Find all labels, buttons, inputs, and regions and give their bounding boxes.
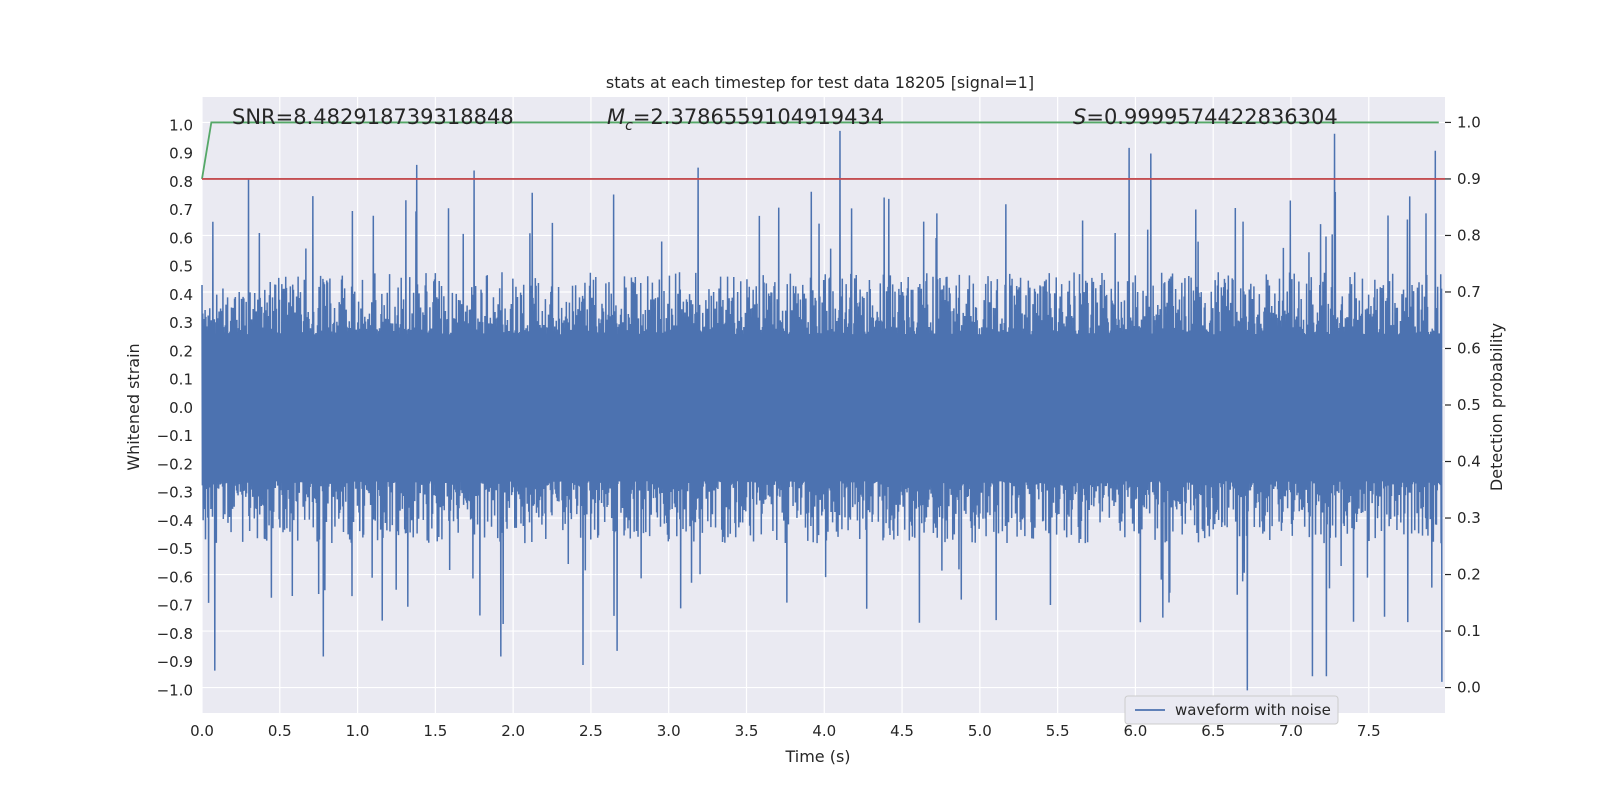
y-tick-label: −0.4 — [157, 512, 193, 530]
detection-probability-line — [201, 121, 1439, 180]
x-tick-label: 7.0 — [1279, 722, 1303, 740]
y-tick-label: −0.2 — [157, 455, 193, 473]
y2-tick-label: 0.6 — [1457, 339, 1481, 357]
y-tick-label: 0.1 — [169, 371, 193, 389]
y2-tick-label: 0.5 — [1457, 396, 1481, 414]
s-statistic-annotation: S=0.9999574422836304 — [1073, 105, 1338, 129]
legend: waveform with noise — [1124, 695, 1339, 725]
x-tick-label: 7.5 — [1357, 722, 1381, 740]
y-tick-label: 0.5 — [169, 258, 193, 276]
y-axis-label: Whitened strain — [124, 343, 143, 470]
y-tick-label: −0.9 — [157, 653, 193, 671]
x-tick-label: 3.5 — [735, 722, 759, 740]
x-tick-label: 5.0 — [968, 722, 992, 740]
y2-tick-label: 0.7 — [1457, 283, 1481, 301]
y-tick-label: 0.9 — [169, 145, 193, 163]
y2-tick-label: 0.8 — [1457, 226, 1481, 244]
x-tick-label: 1.5 — [423, 722, 447, 740]
x-tick-label: 4.5 — [890, 722, 914, 740]
y2-axis-ticks: 1.0 0.9 0.8 0.7 0.6 0.5 0.4 0.3 0.2 0.1 0.0 — [1445, 113, 1481, 697]
chirp-mass-symbol: M — [607, 105, 625, 129]
s-statistic-value: =0.9999574422836304 — [1086, 105, 1337, 129]
s-statistic-symbol: S — [1073, 105, 1086, 129]
y-tick-label: −0.1 — [157, 427, 193, 445]
chirp-mass-value: =2.3786559104919434 — [633, 105, 884, 129]
y-tick-label: 0.8 — [169, 173, 193, 191]
y2-tick-label: 0.0 — [1457, 679, 1481, 697]
x-tick-label: 0.0 — [190, 722, 214, 740]
x-tick-label: 2.5 — [579, 722, 603, 740]
chart-title: stats at each timestep for test data 182… — [606, 73, 1034, 92]
y-tick-label: 0.3 — [169, 314, 193, 332]
y-tick-label: 0.6 — [169, 229, 193, 247]
y-tick-label: −0.3 — [157, 484, 193, 502]
y2-tick-label: 0.3 — [1457, 509, 1481, 527]
waveform-line — [201, 130, 1443, 691]
y-tick-label: 0.0 — [169, 399, 193, 417]
y-tick-label: 0.2 — [169, 342, 193, 360]
x-tick-label: 0.5 — [268, 722, 292, 740]
x-axis-label: Time (s) — [784, 747, 850, 766]
waveform-series — [201, 130, 1443, 691]
legend-label: waveform with noise — [1175, 701, 1331, 719]
x-tick-label: 1.0 — [346, 722, 370, 740]
y-tick-label: −0.6 — [157, 568, 193, 586]
x-tick-label: 5.5 — [1046, 722, 1070, 740]
y-tick-label: −0.5 — [157, 540, 193, 558]
y2-tick-label: 0.4 — [1457, 453, 1481, 471]
y-tick-label: 0.4 — [169, 286, 193, 304]
chirp-mass-annotation: Mc=2.3786559104919434 — [607, 105, 884, 134]
chirp-mass-subscript: c — [625, 118, 633, 134]
y2-tick-label: 0.1 — [1457, 622, 1481, 640]
snr-annotation: SNR=8.482918739318848 — [232, 105, 514, 129]
y2-tick-label: 1.0 — [1457, 113, 1481, 131]
y-tick-label: −1.0 — [157, 681, 193, 699]
x-axis-ticks: 0.0 0.5 1.0 1.5 2.0 2.5 3.0 3.5 4.0 4.5 5.0 5.5 6.0 6… — [190, 722, 1381, 740]
x-tick-label: 4.0 — [812, 722, 836, 740]
y2-tick-label: 0.2 — [1457, 566, 1481, 584]
y2-tick-label: 0.9 — [1457, 170, 1481, 188]
x-tick-label: 3.0 — [657, 722, 681, 740]
y-tick-label: −0.7 — [157, 597, 193, 615]
probability-series — [201, 121, 1445, 180]
legend-box — [1124, 695, 1339, 725]
x-tick-label: 6.5 — [1201, 722, 1225, 740]
y-axis-ticks: 1.0 0.9 0.8 0.7 0.6 0.5 0.4 0.3 0.2 0.1 0.0 −0.1 −0.… — [157, 116, 193, 699]
x-tick-label: 2.0 — [501, 722, 525, 740]
x-tick-label: 6.0 — [1123, 722, 1147, 740]
y-tick-label: −0.8 — [157, 625, 193, 643]
y-tick-label: 1.0 — [169, 116, 193, 134]
y-tick-label: 0.7 — [169, 201, 193, 219]
y2-axis-label: Detection probability — [1487, 323, 1506, 491]
